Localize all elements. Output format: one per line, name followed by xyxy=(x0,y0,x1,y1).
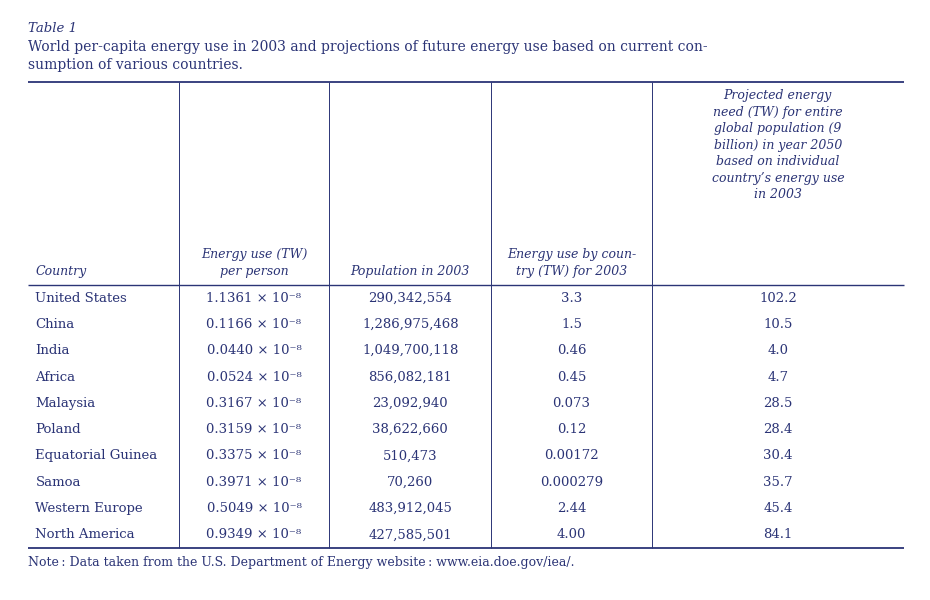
Text: Poland: Poland xyxy=(35,423,81,436)
Text: Table 1: Table 1 xyxy=(28,22,77,35)
Text: Country: Country xyxy=(35,265,86,278)
Text: 0.3167 × 10⁻⁸: 0.3167 × 10⁻⁸ xyxy=(206,397,301,410)
Text: 0.9349 × 10⁻⁸: 0.9349 × 10⁻⁸ xyxy=(206,529,301,541)
Text: 856,082,181: 856,082,181 xyxy=(368,371,452,383)
Text: 28.5: 28.5 xyxy=(764,397,792,410)
Text: China: China xyxy=(35,318,74,331)
Text: 1,286,975,468: 1,286,975,468 xyxy=(362,318,458,331)
Text: Samoa: Samoa xyxy=(35,476,81,489)
Text: 10.5: 10.5 xyxy=(764,318,792,331)
Text: India: India xyxy=(35,344,70,357)
Text: 1,049,700,118: 1,049,700,118 xyxy=(362,344,458,357)
Text: World per-capita energy use in 2003 and projections of future energy use based o: World per-capita energy use in 2003 and … xyxy=(28,40,708,54)
Text: 0.5049 × 10⁻⁸: 0.5049 × 10⁻⁸ xyxy=(206,502,301,515)
Text: Projected energy
need (TW) for entire
global population (9
billion) in year 2050: Projected energy need (TW) for entire gl… xyxy=(711,89,844,201)
Text: 35.7: 35.7 xyxy=(763,476,792,489)
Text: 4.7: 4.7 xyxy=(767,371,789,383)
Text: Energy use (TW)
per person: Energy use (TW) per person xyxy=(201,248,307,278)
Text: 0.00172: 0.00172 xyxy=(544,449,599,463)
Text: 0.1166 × 10⁻⁸: 0.1166 × 10⁻⁸ xyxy=(206,318,301,331)
Text: 0.000279: 0.000279 xyxy=(540,476,604,489)
Text: 510,473: 510,473 xyxy=(383,449,438,463)
Text: 1.5: 1.5 xyxy=(561,318,582,331)
Text: 1.1361 × 10⁻⁸: 1.1361 × 10⁻⁸ xyxy=(206,292,301,305)
Text: 23,092,940: 23,092,940 xyxy=(373,397,448,410)
Text: 0.3971 × 10⁻⁸: 0.3971 × 10⁻⁸ xyxy=(206,476,301,489)
Text: North America: North America xyxy=(35,529,135,541)
Text: 290,342,554: 290,342,554 xyxy=(368,292,452,305)
Text: 84.1: 84.1 xyxy=(764,529,792,541)
Text: 45.4: 45.4 xyxy=(764,502,792,515)
Text: 483,912,045: 483,912,045 xyxy=(368,502,452,515)
Text: Malaysia: Malaysia xyxy=(35,397,96,410)
Text: Western Europe: Western Europe xyxy=(35,502,143,515)
Text: 0.0524 × 10⁻⁸: 0.0524 × 10⁻⁸ xyxy=(206,371,301,383)
Text: 70,260: 70,260 xyxy=(387,476,433,489)
Text: 0.45: 0.45 xyxy=(557,371,586,383)
Text: 0.12: 0.12 xyxy=(557,423,586,436)
Text: 0.0440 × 10⁻⁸: 0.0440 × 10⁻⁸ xyxy=(206,344,301,357)
Text: 0.3159 × 10⁻⁸: 0.3159 × 10⁻⁸ xyxy=(206,423,301,436)
Text: sumption of various countries.: sumption of various countries. xyxy=(28,58,243,72)
Text: 0.073: 0.073 xyxy=(552,397,591,410)
Text: 427,585,501: 427,585,501 xyxy=(368,529,452,541)
Text: 102.2: 102.2 xyxy=(759,292,797,305)
Text: 4.00: 4.00 xyxy=(557,529,586,541)
Text: Note : Data taken from the U.S. Department of Energy website : www.eia.doe.gov/i: Note : Data taken from the U.S. Departme… xyxy=(28,556,575,569)
Text: Population in 2003: Population in 2003 xyxy=(351,265,470,278)
Text: 4.0: 4.0 xyxy=(767,344,789,357)
Text: 0.3375 × 10⁻⁸: 0.3375 × 10⁻⁸ xyxy=(206,449,301,463)
Text: 30.4: 30.4 xyxy=(764,449,792,463)
Text: United States: United States xyxy=(35,292,127,305)
Text: Energy use by coun-
try (TW) for 2003: Energy use by coun- try (TW) for 2003 xyxy=(507,248,636,278)
Text: Africa: Africa xyxy=(35,371,75,383)
Text: Equatorial Guinea: Equatorial Guinea xyxy=(35,449,158,463)
Text: 3.3: 3.3 xyxy=(561,292,582,305)
Text: 38,622,660: 38,622,660 xyxy=(373,423,448,436)
Text: 0.46: 0.46 xyxy=(557,344,586,357)
Text: 2.44: 2.44 xyxy=(557,502,586,515)
Text: 28.4: 28.4 xyxy=(764,423,792,436)
